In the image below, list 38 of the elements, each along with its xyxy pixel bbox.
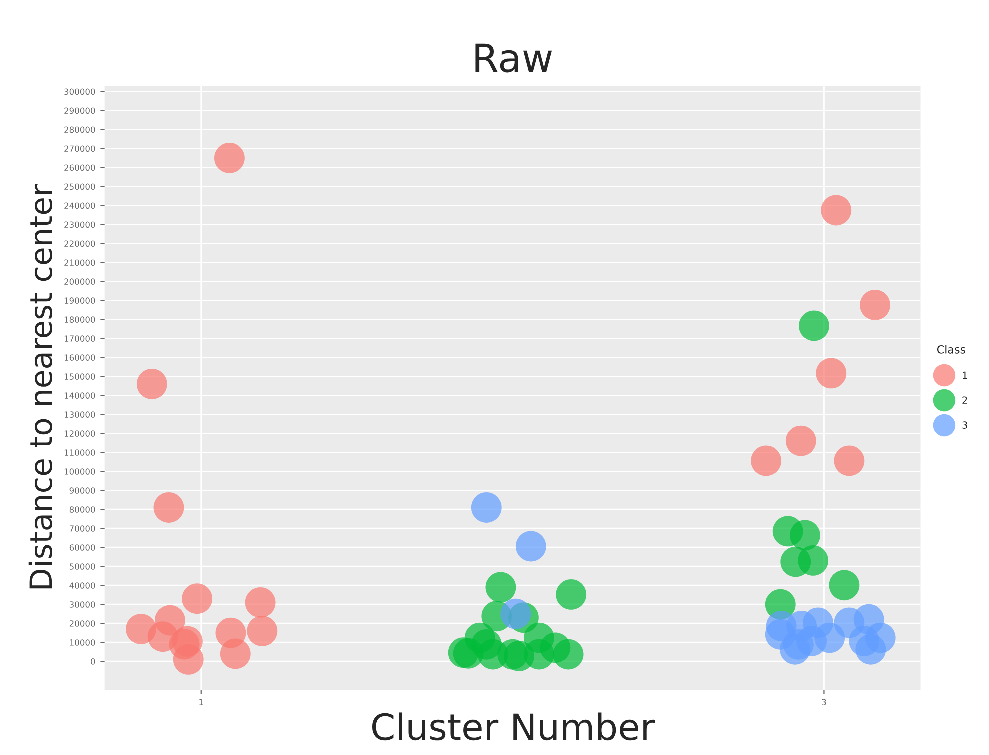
y-tick-label: 30000	[70, 602, 96, 608]
y-tick-label: 280000	[64, 126, 96, 134]
y-tick-label: 60000	[70, 544, 96, 551]
y-tick-label: 10000	[70, 640, 96, 646]
y-tick-label: 70000	[70, 526, 96, 532]
y-tick-label: 140000	[64, 392, 96, 399]
legend-label: 2	[962, 396, 968, 404]
y-tick-label: 20000	[70, 620, 96, 627]
y-tick-label: 150000	[64, 374, 96, 380]
y-tick-label: 100000	[64, 468, 96, 475]
y-axis-title: Distance to nearest center	[28, 184, 53, 589]
y-tick-label: 200000	[64, 278, 96, 285]
y-tick-label: 130000	[64, 412, 96, 418]
y-tick-label: 250000	[64, 184, 96, 190]
y-tick-label: 240000	[64, 202, 96, 210]
y-tick-label: 190000	[64, 298, 96, 304]
y-tick-label: 0	[91, 658, 96, 665]
y-tick-label: 120000	[64, 430, 96, 437]
y-tick-label: 110000	[64, 450, 96, 456]
y-tick-label: 40000	[70, 582, 96, 589]
y-tick-label: 270000	[64, 146, 96, 152]
y-tick-label: 290000	[64, 108, 96, 114]
y-tick-label: 180000	[64, 316, 96, 323]
chart-title: Raw	[476, 44, 552, 73]
y-tick-label: 210000	[64, 260, 96, 266]
y-tick-label: 90000	[70, 488, 96, 494]
legend-title: Class	[937, 345, 966, 354]
y-tick-label: 80000	[70, 506, 96, 513]
legend-label: 1	[963, 372, 968, 379]
y-tick-label: 230000	[64, 222, 96, 228]
legend-label: 3	[962, 422, 968, 430]
y-tick-label: 260000	[64, 164, 96, 172]
y-tick-label: 170000	[64, 336, 96, 342]
y-tick-label: 160000	[64, 354, 96, 361]
y-tick-label: 300000	[64, 88, 96, 96]
y-tick-label: 50000	[70, 564, 96, 570]
y-tick-label: 220000	[64, 240, 96, 247]
x-axis-title: Cluster Number	[372, 712, 656, 741]
